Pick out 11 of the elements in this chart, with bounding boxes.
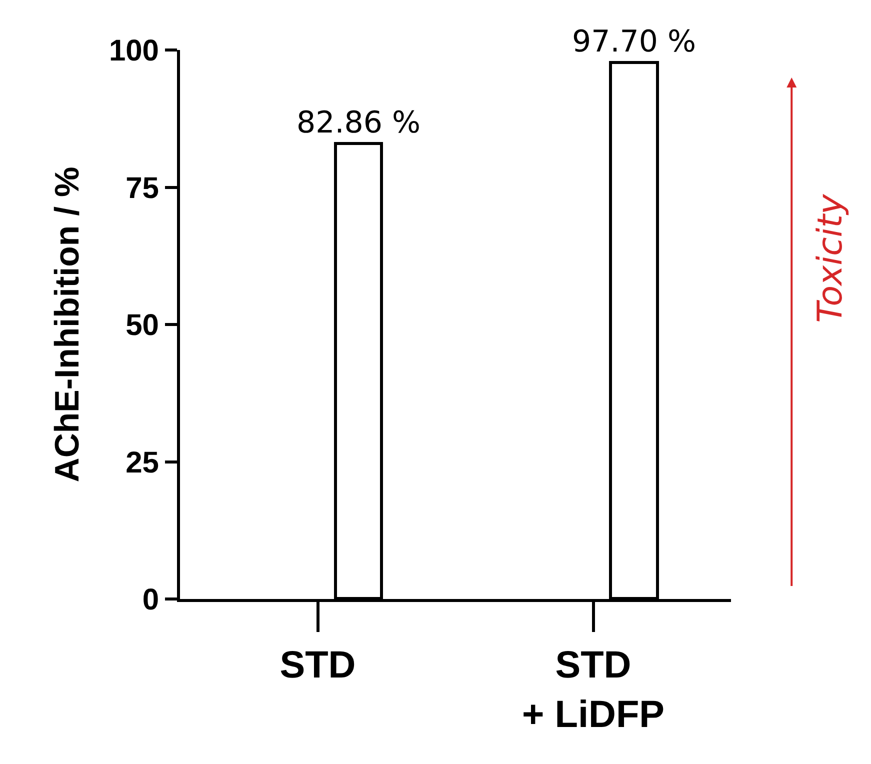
y-tick-label: 75: [126, 172, 159, 205]
y-tick-label: 50: [126, 309, 159, 342]
y-tick-label: 0: [142, 584, 159, 616]
data-label: 97.70 %: [572, 24, 696, 60]
x-tick-label: STD + LiDFP: [522, 644, 665, 736]
data-label: 82.86 %: [296, 106, 420, 140]
x-tick-label: STD: [280, 644, 356, 687]
y-tick-label: 100: [108, 34, 159, 68]
y-axis-title: AChE-Inhibition / %: [48, 166, 87, 482]
y-tick-label: 25: [126, 446, 159, 480]
text: Toxicity: [810, 193, 851, 323]
